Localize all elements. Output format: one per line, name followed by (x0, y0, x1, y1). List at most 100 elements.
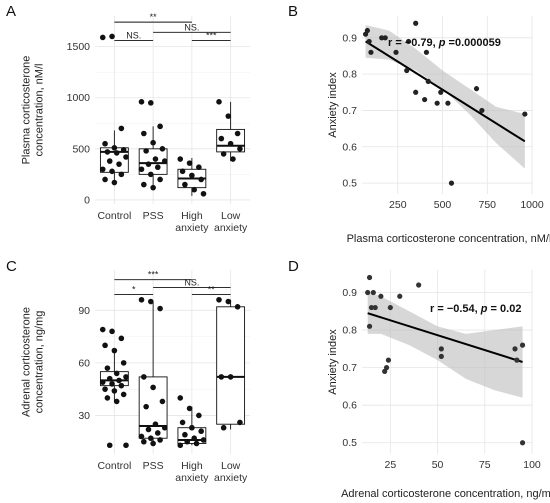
correlation-annotation: r = −0.54, p = 0.02 (430, 303, 521, 315)
confidence-band (365, 25, 525, 169)
data-point (157, 437, 163, 443)
data-point (397, 293, 403, 299)
y-tick-label: 1000 (67, 92, 91, 104)
data-point (116, 161, 122, 167)
data-point (416, 282, 422, 288)
x-tick-label-line: High (181, 460, 203, 472)
x-tick-label: 750 (478, 199, 496, 211)
data-point (111, 179, 118, 186)
data-point (237, 146, 243, 152)
data-point (159, 146, 166, 152)
data-point (220, 424, 227, 431)
data-point (99, 326, 106, 333)
data-point (220, 151, 227, 157)
data-point (148, 435, 154, 442)
correlation-p-label: p (480, 303, 488, 315)
data-point (425, 78, 431, 84)
x-tick-label-line: Control (97, 210, 131, 222)
data-point (405, 38, 412, 45)
y-tick-label: 0.9 (342, 32, 357, 44)
data-point (423, 49, 430, 55)
data-point (123, 154, 129, 160)
data-point (370, 289, 376, 296)
data-point (148, 298, 154, 305)
x-tick-label: Control (97, 460, 131, 472)
significance-label: NS. (126, 31, 141, 41)
data-point (99, 379, 106, 385)
data-point (99, 166, 106, 173)
y-tick-label: 0.5 (342, 437, 357, 449)
y-tick-label: 0.7 (342, 105, 357, 117)
data-point (200, 190, 207, 197)
data-point (118, 335, 125, 342)
data-point (179, 419, 186, 426)
data-point (519, 342, 526, 348)
data-point (177, 442, 184, 449)
panel-b: B 0.5 0.6 0.7 0.8 0.9 250 500 750 1000 r = −0.79, … (288, 3, 550, 245)
y-tick-label: 0.6 (342, 141, 357, 153)
y-tick-label: 500 (72, 143, 90, 155)
x-tick-label: 250 (389, 199, 407, 211)
x-tick-label: 100 (523, 459, 541, 471)
x-tick-label: 25 (384, 459, 396, 471)
x-tick-label: 50 (432, 459, 444, 471)
data-point (372, 304, 378, 311)
y-axis-title: Anxiety index (327, 329, 339, 395)
data-point (366, 38, 372, 45)
data-point (104, 365, 111, 371)
data-point (141, 374, 147, 380)
data-point (109, 328, 115, 335)
data-point (413, 89, 419, 95)
data-point (198, 428, 204, 435)
data-point (382, 35, 388, 41)
data-point (365, 289, 371, 296)
x-axis-title: Adrenal corticosterone concentration, ng… (341, 488, 550, 500)
correlation-annotation: r = −0.79, p =0.000059 (388, 37, 501, 49)
data-point (99, 34, 106, 41)
data-point (120, 147, 127, 153)
data-point (393, 49, 399, 55)
data-point (519, 440, 526, 446)
data-point (102, 140, 108, 147)
significance-label: ** (150, 12, 158, 22)
x-tick-label: Control (97, 210, 131, 222)
data-point (368, 49, 374, 55)
data-point (109, 168, 115, 175)
data-point (113, 398, 120, 405)
data-point (186, 405, 193, 412)
x-tick-label: PSS (143, 210, 164, 222)
box (216, 306, 246, 425)
y-axis-title-line: Anxiety index (327, 329, 339, 395)
data-point (150, 440, 156, 447)
data-point (218, 135, 225, 142)
data-point (116, 377, 122, 384)
data-point (514, 357, 520, 363)
x-tick-label-line: anxiety (175, 472, 209, 484)
data-point (479, 107, 485, 114)
data-point (150, 184, 156, 191)
data-point (154, 164, 161, 171)
data-point (138, 296, 145, 303)
panel-letter: D (288, 258, 299, 275)
data-point (383, 365, 390, 371)
correlation-p-value: = 0.02 (488, 303, 522, 315)
data-point (366, 323, 373, 329)
data-point (512, 346, 518, 352)
data-point (141, 438, 147, 445)
data-point (111, 145, 118, 151)
y-axis-title-line: concentration, ng/mg (33, 311, 45, 414)
data-point (387, 304, 393, 311)
data-point (138, 433, 145, 440)
y-axis-title-line: Adrenal corticosterone (20, 307, 32, 417)
data-point (193, 440, 200, 447)
data-point (113, 370, 120, 377)
y-tick-label: 0.6 (342, 400, 357, 412)
regression-line (367, 312, 523, 363)
significance-label: *** (148, 270, 159, 280)
x-tick-label-line: PSS (143, 460, 164, 472)
x-tick-label-line: Control (97, 460, 131, 472)
data-point (404, 67, 410, 74)
data-point (150, 139, 156, 146)
